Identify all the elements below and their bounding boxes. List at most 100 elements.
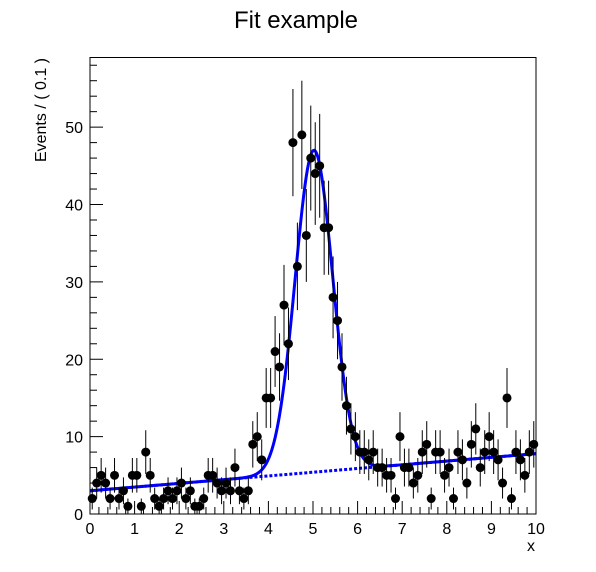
data-point [132, 458, 142, 493]
x-tick-label: 5 [309, 521, 318, 538]
data-marker [350, 432, 360, 442]
data-marker [515, 455, 525, 465]
data-point [489, 430, 499, 474]
data-marker [337, 362, 347, 372]
y-tick-label: 0 [74, 507, 83, 524]
x-tick-label: 8 [442, 521, 451, 538]
total-fit-curve [89, 148, 537, 493]
data-point [502, 367, 512, 428]
data-marker [225, 486, 235, 496]
data-point [471, 403, 481, 455]
data-point [480, 430, 490, 474]
data-marker [440, 470, 450, 480]
data-point [391, 487, 401, 510]
data-marker [132, 470, 142, 480]
data-marker [172, 486, 182, 496]
data-marker [328, 292, 338, 302]
data-marker [217, 486, 227, 496]
data-point [110, 458, 120, 493]
data-point [417, 430, 427, 474]
data-point [185, 477, 195, 505]
data-point [118, 477, 128, 505]
data-marker [364, 455, 374, 465]
data-point [404, 448, 414, 487]
data-marker [310, 169, 320, 179]
data-marker [475, 463, 485, 473]
data-marker [453, 447, 463, 457]
data-point [386, 458, 396, 493]
data-marker [324, 223, 334, 233]
data-marker [150, 494, 160, 504]
x-tick-label: 7 [398, 521, 407, 538]
data-point [163, 477, 173, 505]
data-point [217, 477, 227, 505]
data-point [234, 477, 244, 505]
data-marker [288, 138, 298, 148]
data-point [426, 487, 436, 510]
data-marker [199, 494, 209, 504]
data-point [297, 80, 307, 190]
data-point [145, 458, 155, 493]
data-point [315, 113, 325, 218]
data-point [444, 448, 454, 487]
data-point [283, 307, 293, 381]
data-point [252, 412, 262, 462]
data-marker [279, 300, 289, 310]
data-point [243, 477, 253, 505]
data-point [212, 467, 222, 499]
data-point [181, 487, 191, 510]
data-marker [395, 432, 405, 442]
data-marker [185, 486, 195, 496]
y-tick-label: 10 [65, 430, 83, 447]
data-point [301, 189, 311, 282]
data-marker [408, 478, 418, 488]
data-marker [498, 478, 508, 488]
data-point [350, 412, 360, 462]
data-point [221, 467, 231, 499]
data-point [248, 421, 258, 468]
data-marker [208, 470, 218, 480]
data-point [515, 439, 525, 481]
data-point [440, 458, 450, 493]
data-point [306, 105, 316, 211]
data-marker [136, 501, 146, 511]
data-marker [275, 362, 285, 372]
data-marker [248, 439, 258, 449]
data-marker [457, 455, 467, 465]
data-marker [506, 494, 516, 504]
y-tick-label: 20 [65, 352, 83, 369]
data-marker [123, 501, 133, 511]
data-marker [502, 393, 512, 403]
data-marker [243, 486, 253, 496]
data-marker [511, 447, 521, 457]
data-marker [114, 494, 124, 504]
data-point [408, 467, 418, 499]
data-point [199, 487, 209, 510]
data-point [506, 487, 516, 510]
data-point [270, 316, 280, 387]
data-marker [105, 494, 115, 504]
data-point [105, 487, 115, 510]
x-tick-label: 9 [487, 521, 496, 538]
data-marker [315, 161, 325, 171]
data-point [377, 448, 387, 487]
data-marker [466, 439, 476, 449]
data-marker [234, 486, 244, 496]
data-marker [176, 478, 186, 488]
data-marker [422, 439, 432, 449]
data-marker [484, 432, 494, 442]
data-marker [448, 494, 458, 504]
data-marker [417, 447, 427, 457]
data-marker [359, 447, 369, 457]
data-marker [471, 424, 481, 434]
data-marker [444, 463, 454, 473]
data-point [346, 403, 356, 455]
data-marker [145, 470, 155, 480]
data-marker [426, 494, 436, 504]
data-marker [480, 447, 490, 457]
data-marker [283, 339, 293, 349]
data-point [279, 264, 289, 346]
data-marker [181, 494, 191, 504]
data-marker [297, 130, 307, 140]
chart-title: Fit example [234, 7, 358, 34]
